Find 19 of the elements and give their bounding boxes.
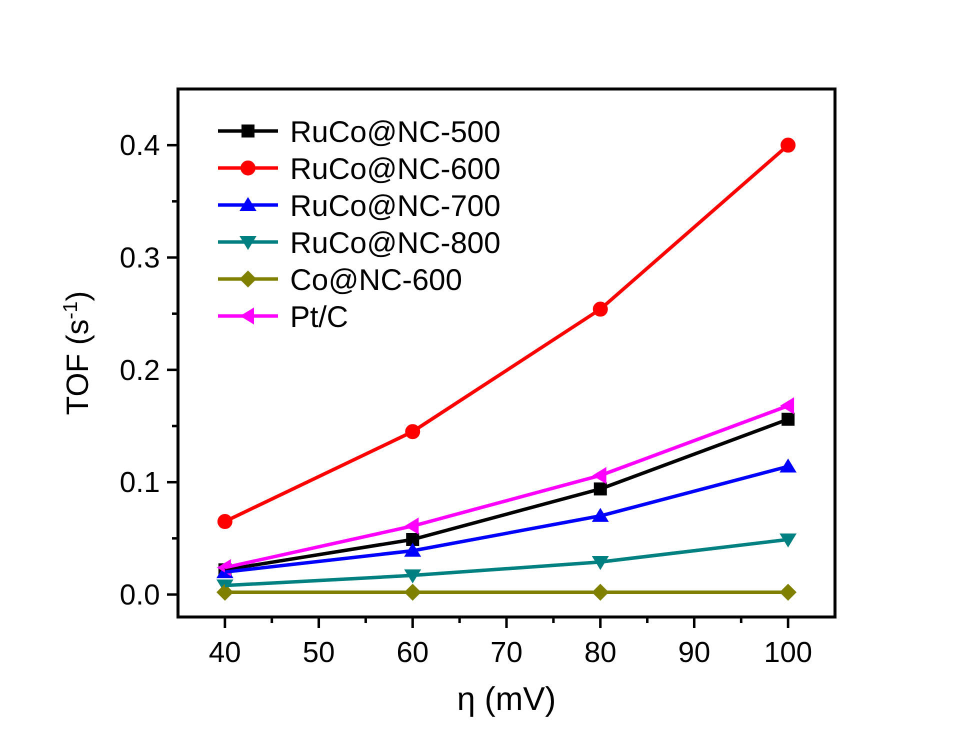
- y-tick-label: 0.4: [120, 130, 160, 162]
- x-axis-title: η (mV): [457, 680, 556, 717]
- legend-label: RuCo@NC-800: [290, 227, 501, 260]
- y-tick-label: 0.1: [120, 467, 160, 500]
- y-tick-label: 0.2: [120, 354, 160, 387]
- x-tick-label: 90: [678, 637, 710, 669]
- x-tick-label: 70: [490, 637, 523, 669]
- legend-label: Pt/C: [290, 301, 348, 334]
- y-tick-label: 0.3: [120, 242, 160, 275]
- x-tick-label: 100: [764, 637, 812, 669]
- legend-label: RuCo@NC-600: [290, 153, 501, 186]
- x-tick-label: 60: [396, 637, 429, 669]
- x-tick-label: 40: [208, 637, 242, 669]
- legend-label: RuCo@NC-700: [290, 190, 501, 223]
- y-tick-label: 0.0: [120, 580, 160, 612]
- x-tick-label: 80: [584, 637, 616, 669]
- legend-label: RuCo@NC-500: [290, 116, 501, 149]
- x-tick-label: 50: [302, 637, 335, 669]
- legend-label: Co@NC-600: [290, 264, 462, 297]
